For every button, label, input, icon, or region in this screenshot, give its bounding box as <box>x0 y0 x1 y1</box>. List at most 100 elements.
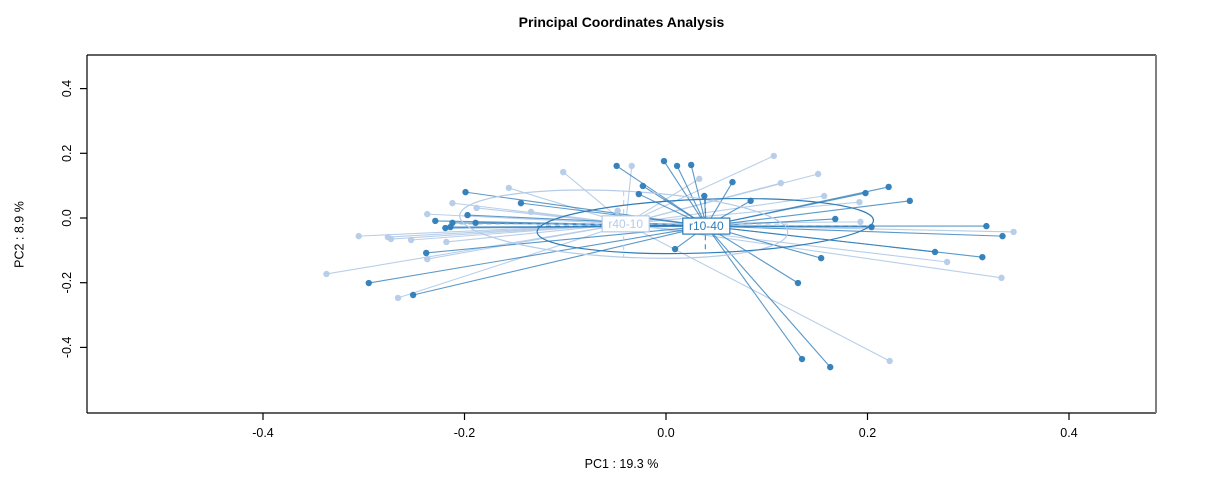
data-point <box>673 162 681 170</box>
spider-line <box>465 191 707 227</box>
y-tick-label: 0.0 <box>60 209 74 226</box>
data-point <box>355 232 362 240</box>
data-point <box>696 175 703 183</box>
spider-line <box>625 223 890 362</box>
data-point <box>323 270 330 278</box>
data-point <box>856 198 863 206</box>
data-point <box>449 199 456 207</box>
group-label-box <box>601 215 650 233</box>
spider-line <box>663 160 707 227</box>
data-point <box>424 255 431 263</box>
x-axis-label: PC1 : 19.3 % <box>584 457 659 471</box>
data-point <box>505 184 513 192</box>
data-point <box>464 211 471 219</box>
y-tick-label: 0.2 <box>60 145 74 162</box>
spider-line <box>412 225 707 296</box>
spider-line <box>397 223 626 299</box>
group-ellipse <box>459 189 789 259</box>
x-tick-label: 0.0 <box>657 426 674 440</box>
data-point <box>614 207 621 215</box>
data-point <box>832 215 839 223</box>
data-point <box>862 189 869 197</box>
data-point <box>365 279 372 287</box>
data-point <box>886 357 893 365</box>
spider-line <box>475 222 707 227</box>
data-point <box>729 178 736 186</box>
data-point <box>817 254 825 262</box>
spider-line <box>427 213 626 225</box>
spider-line <box>705 225 803 360</box>
data-point <box>747 197 754 205</box>
data-point <box>820 192 828 200</box>
spider-line <box>426 225 707 254</box>
group-ellipse <box>536 198 875 255</box>
data-point <box>409 291 417 299</box>
spider-line <box>625 155 775 225</box>
data-point <box>472 219 479 227</box>
group-label-r10-40: r10-40 <box>689 219 724 233</box>
group-label-box <box>682 217 731 235</box>
data-point <box>701 192 708 200</box>
data-point <box>999 232 1006 240</box>
data-point <box>628 162 635 170</box>
spider-line <box>368 225 707 284</box>
x-tick-label: 0.4 <box>1060 426 1077 440</box>
spider-line <box>520 202 707 227</box>
y-tick-label: -0.2 <box>60 272 74 294</box>
spider-line <box>690 164 707 227</box>
spider-line <box>625 221 861 225</box>
data-point <box>814 170 822 178</box>
data-point <box>906 197 914 205</box>
data-point <box>770 152 778 160</box>
chart-title: Principal Coordinates Analysis <box>518 14 725 30</box>
group-label-r40-10: r40-10 <box>608 217 643 231</box>
data-point <box>424 210 431 218</box>
data-point <box>687 161 695 169</box>
x-tick-label: 0.2 <box>859 426 876 440</box>
spider-line <box>706 225 1003 237</box>
data-point <box>660 157 668 165</box>
data-point <box>857 218 864 226</box>
y-axis-label: PC2 : 8.9 % <box>12 201 27 268</box>
data-point <box>442 224 449 232</box>
y-tick-label: -0.4 <box>60 337 74 359</box>
data-point <box>387 235 395 243</box>
data-point <box>827 363 834 371</box>
data-point <box>639 182 647 190</box>
spider-line <box>706 225 799 284</box>
data-point <box>407 236 415 244</box>
y-tick-label: 0.4 <box>60 80 74 97</box>
data-point <box>462 188 469 196</box>
data-point <box>517 199 525 207</box>
x-tick-label: -0.2 <box>454 426 476 440</box>
data-point <box>443 238 450 246</box>
spider-line <box>326 223 626 275</box>
data-point <box>423 249 430 257</box>
data-point <box>777 179 785 187</box>
data-point <box>1010 228 1017 236</box>
spider-line <box>705 225 831 368</box>
spider-line <box>706 200 910 227</box>
data-point <box>983 222 990 230</box>
data-point <box>560 168 567 176</box>
data-point <box>885 183 892 191</box>
data-point <box>447 223 454 231</box>
data-point <box>868 223 875 231</box>
data-point <box>794 279 802 287</box>
data-point <box>943 258 951 266</box>
data-point <box>473 204 480 212</box>
data-point <box>671 245 679 253</box>
data-point <box>998 274 1005 282</box>
data-point <box>613 162 620 170</box>
spider-line <box>676 165 707 227</box>
spider-line <box>706 192 866 227</box>
x-tick-label: -0.4 <box>252 426 274 440</box>
data-point <box>432 217 439 225</box>
data-point <box>931 248 939 256</box>
data-point <box>635 190 642 198</box>
data-point <box>394 294 402 302</box>
data-point <box>527 208 535 216</box>
data-point <box>979 253 986 261</box>
